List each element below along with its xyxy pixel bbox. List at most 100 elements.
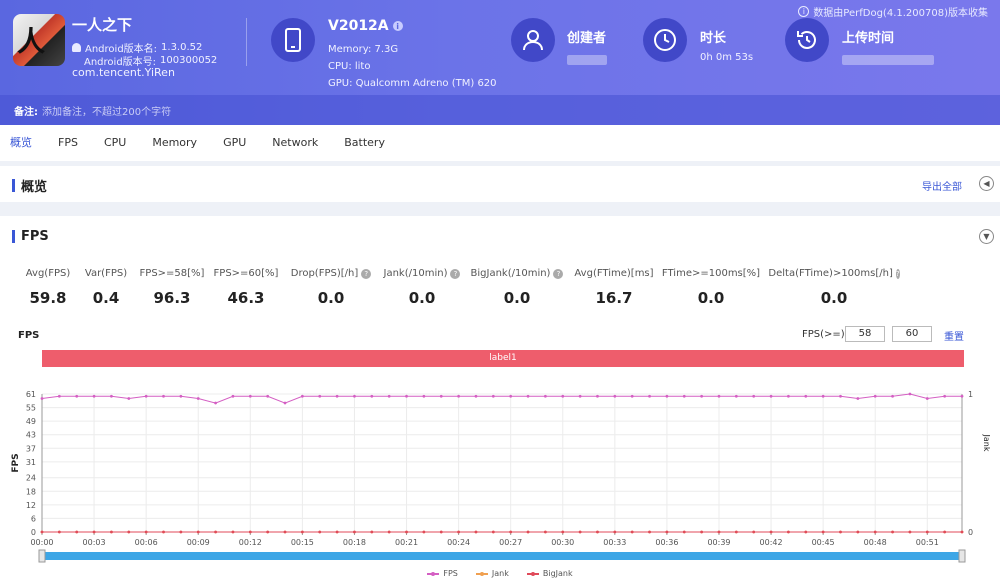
overview-panel: 概览 导出全部 ◀ [0,166,1000,202]
stat-label: FPS>=60[%] [186,268,306,279]
y-axis-label: FPS [11,453,21,472]
collect-note-text: 数据由PerfDog(4.1.200708)版本收集 [813,8,988,19]
data-point [891,394,894,398]
app-icon: 人 [13,14,65,66]
overview-title: 概览 [12,176,47,195]
data-point [144,530,148,534]
data-point [266,530,270,534]
chart-title: FPS [18,330,40,341]
note-label: 备注: [14,106,38,118]
data-point [439,394,443,398]
device-name-text: V2012A [328,18,389,34]
data-point [960,530,964,534]
stat-label: Jank(/10min)? [362,268,482,279]
data-point [353,394,356,398]
export-all-link[interactable]: 导出全部 [922,182,962,193]
x-tick-label: 00:06 [135,538,158,547]
tab-overview[interactable]: 概览 [10,136,32,149]
legend-bigjank[interactable]: BigJank [526,569,573,578]
data-point [370,394,374,398]
stat-label-text: Jank(/10min) [383,268,448,279]
data-point [665,394,669,398]
tab-cpu[interactable]: CPU [103,136,127,149]
help-icon[interactable]: ? [553,268,564,279]
y-tick-label: 18 [26,487,36,496]
x-tick-label: 00:36 [655,538,678,547]
stat-label: Avg(FTime)[ms] [554,268,674,279]
note-bar[interactable]: 备注: 添加备注，不超过200个字符 [0,95,1000,125]
stat-3: FPS>=60[%] 46.3 [186,268,306,307]
data-point [717,530,721,534]
legend-bigjank-swatch [526,571,539,576]
collapse-down-icon[interactable]: ▼ [979,229,994,244]
tab-gpu[interactable]: GPU [223,136,247,149]
legend-fps[interactable]: FPS [427,569,458,578]
overview-title-text: 概览 [21,180,48,195]
data-point [648,394,651,398]
data-point [127,397,131,400]
stat-label: FTime>=100ms[%] [651,268,771,279]
data-point [422,394,426,398]
tab-network[interactable]: Network [272,136,319,149]
tab-fps[interactable]: FPS [58,136,78,149]
data-point [578,530,582,534]
x-tick-label: 00:09 [187,538,210,547]
data-point [491,530,495,534]
x-tick-label: 00:03 [83,538,106,547]
data-point [266,394,270,398]
x-tick-label: 00:00 [30,538,53,547]
data-point [300,394,304,398]
data-point [943,530,947,534]
help-icon[interactable]: ? [361,268,372,279]
legend-jank[interactable]: Jank [475,569,509,578]
clock-icon [643,18,687,62]
stat-label-text: Avg(FTime)[ms] [574,268,654,279]
data-point [804,394,808,398]
report-header: i 数据由PerfDog(4.1.200708)版本收集 人 一人之下 Andr… [0,0,1000,125]
device-name: V2012A i [328,18,403,34]
zoom-handle-left[interactable] [38,549,46,563]
fps-threshold-input-1[interactable]: 58 [845,326,885,342]
label-bar[interactable]: label1 [42,350,964,367]
collect-note: i 数据由PerfDog(4.1.200708)版本收集 [798,4,988,19]
fps-threshold-input-2[interactable]: 60 [892,326,932,342]
data-point [57,394,61,398]
note-input[interactable]: 添加备注，不超过200个字符 [42,106,172,118]
zoom-slider-track [42,552,962,560]
data-point [179,394,183,398]
stat-value: 16.7 [595,289,633,307]
user-icon [511,18,555,62]
data-point [318,530,322,534]
help-icon[interactable]: ? [450,268,461,279]
stat-6: BigJank(/10min)? 0.0 [457,268,577,307]
y-tick-label: 31 [26,458,36,467]
x-tick-label: 00:12 [239,538,262,547]
data-point [543,394,547,398]
fps-threshold-label: FPS(>=) [802,329,845,340]
data-point [752,530,756,534]
tab-battery[interactable]: Battery [344,136,385,149]
data-point [856,397,860,400]
phone-icon [271,18,315,62]
data-point [110,394,113,398]
y-tick-label: 49 [26,417,36,426]
stat-label-text: Delta(FTime)>100ms[/h] [768,268,893,279]
series-fps [40,392,964,405]
y-tick-label: 43 [26,431,36,440]
series-bigjank [40,530,964,534]
device-info-icon[interactable]: i [392,21,403,31]
tab-memory[interactable]: Memory [152,136,198,149]
data-point [40,397,44,400]
upload-time-label: 上传时间 [842,31,895,46]
y2-tick-label: 0 [968,528,973,537]
y-tick-label: 24 [26,474,36,483]
data-point [457,530,461,534]
x-tick-label: 00:51 [916,538,939,547]
collapse-left-icon[interactable]: ◀ [979,176,994,191]
data-point [248,530,252,534]
stat-value: 0.4 [92,289,120,307]
reset-button[interactable]: 重置 [944,332,964,343]
zoom-handle-right[interactable] [958,549,966,563]
data-point [353,530,356,534]
help-icon[interactable]: ? [895,268,900,279]
